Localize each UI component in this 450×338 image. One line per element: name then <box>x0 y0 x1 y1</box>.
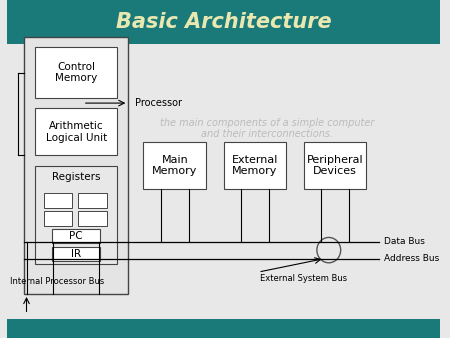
Bar <box>7 0 440 44</box>
Bar <box>224 142 286 189</box>
Bar <box>44 211 72 226</box>
Text: External
Memory: External Memory <box>232 155 278 176</box>
Bar <box>78 193 107 208</box>
Text: Basic Architecture: Basic Architecture <box>116 12 331 32</box>
Bar <box>304 142 366 189</box>
Text: Internal Processor Bus: Internal Processor Bus <box>10 277 104 286</box>
Bar <box>53 247 100 261</box>
Text: External System Bus: External System Bus <box>261 274 347 283</box>
Text: Main
Memory: Main Memory <box>152 155 198 176</box>
Bar <box>78 211 107 226</box>
Bar <box>35 47 117 98</box>
Text: Peripheral
Devices: Peripheral Devices <box>307 155 364 176</box>
Text: IR: IR <box>71 249 81 259</box>
Text: Control
Memory: Control Memory <box>55 62 98 83</box>
Bar <box>53 229 100 243</box>
Text: Registers: Registers <box>52 172 100 183</box>
Bar <box>44 193 72 208</box>
Text: Processor: Processor <box>135 98 182 108</box>
Bar <box>35 108 117 155</box>
Text: Data Bus: Data Bus <box>384 237 425 246</box>
Bar <box>24 37 128 294</box>
Text: Arithmetic
Logical Unit: Arithmetic Logical Unit <box>46 121 107 143</box>
Text: PC: PC <box>69 231 83 241</box>
Text: Address Bus: Address Bus <box>384 254 439 263</box>
Bar <box>35 166 117 264</box>
Bar <box>7 319 440 338</box>
Bar <box>144 142 206 189</box>
Text: the main components of a simple computer
and their interconnections.: the main components of a simple computer… <box>160 118 374 139</box>
